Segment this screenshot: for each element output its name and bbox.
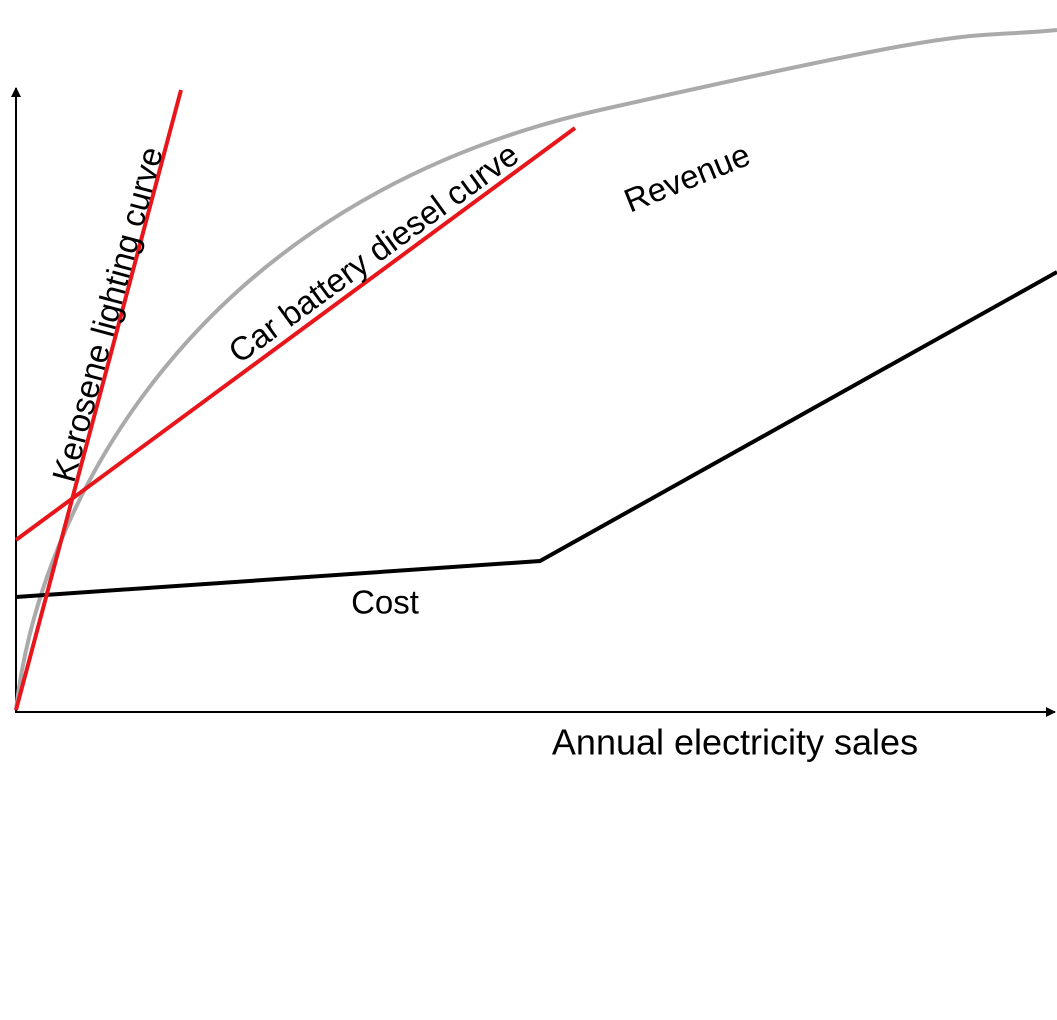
car-battery-label: Car battery diesel curve xyxy=(222,135,526,370)
revenue-curve xyxy=(14,28,1057,711)
x-axis-label: Annual electricity sales xyxy=(552,722,918,763)
car-battery-curve xyxy=(14,126,577,542)
cost-label: Cost xyxy=(351,584,419,621)
kerosene-label: Kerosene lighting curve xyxy=(45,143,170,486)
cost-curve xyxy=(15,270,1057,599)
revenue-label: Revenue xyxy=(619,136,755,220)
kerosene-curve xyxy=(14,89,183,711)
